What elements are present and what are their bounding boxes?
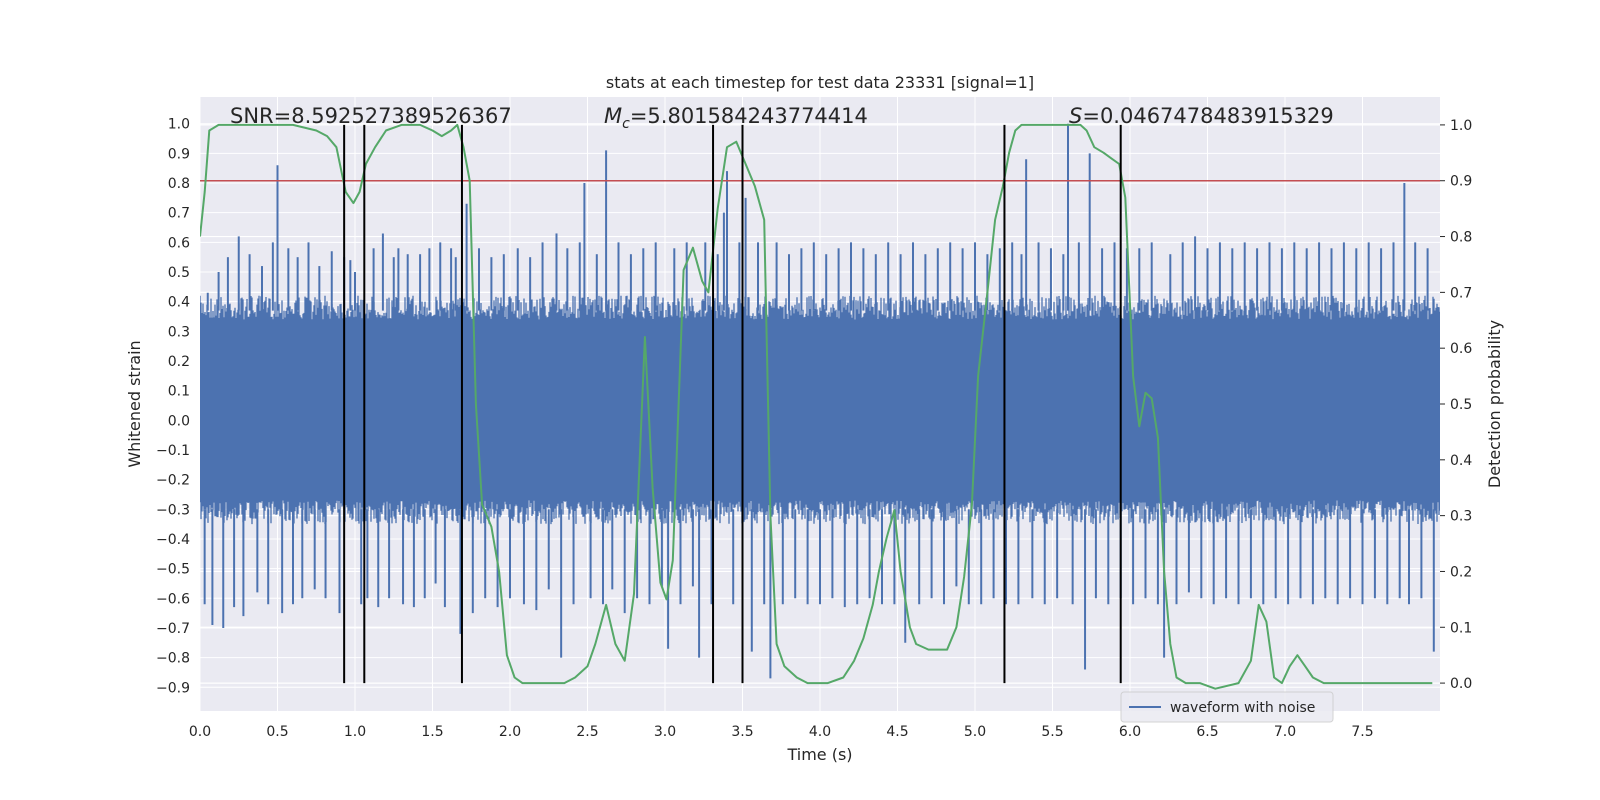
x-axis-ticks: 0.0 0.5 1.0 1.5 2.0 2.5 3.0 3.5 4.0 4.5 5.0 5.5 6.0 6… [189,724,1374,740]
left-y-axis-label: Whitened strain [125,340,144,467]
right-y-tick-label: 0.7 [1450,285,1472,301]
chirp-mass-symbol: M [604,104,622,128]
left-y-tick-label: −0.6 [156,591,190,607]
right-y-axis-ticks: 0.0 0.1 0.2 0.3 0.4 0.5 0.6 0.7 0.8 0.9 1.0 [1440,118,1472,692]
x-tick-label: 5.5 [1041,724,1063,740]
legend-box [1120,691,1334,723]
right-y-tick-label: 0.4 [1450,453,1472,469]
x-tick-label: 7.5 [1351,724,1373,740]
probability-line [200,123,1433,690]
x-tick-label: 4.0 [809,724,831,740]
x-tick-label: 4.5 [886,724,908,740]
detection-boundary-lines [343,124,1122,684]
legend: waveform with noise [1120,691,1334,723]
x-tick-label: 0.5 [266,724,288,740]
x-tick-label: 3.0 [654,724,676,740]
snr-annotation: SNR=8.592527389526367 [230,104,512,128]
chirp-mass-annotation: Mc=5.801584243774414 [604,104,868,132]
x-tick-label: 1.5 [421,724,443,740]
left-y-tick-label: 0.1 [168,384,190,400]
x-tick-label: 5.0 [964,724,986,740]
left-y-tick-label: −0.4 [156,532,190,548]
left-y-tick-label: −0.5 [156,562,190,578]
left-y-tick-label: −0.9 [156,680,190,696]
x-tick-label: 2.0 [499,724,521,740]
right-y-tick-label: 0.0 [1450,676,1472,692]
x-tick-label: 7.0 [1274,724,1296,740]
left-y-axis-ticks: −0.9 −0.8 −0.7 −0.6 −0.5 −0.4 −0.3 −0.2 −0.1 0.0 0… [156,117,190,697]
x-tick-label: 1.0 [344,724,366,740]
right-y-tick-label: 0.8 [1450,230,1472,246]
x-tick-label: 6.0 [1119,724,1141,740]
left-y-tick-label: −0.2 [156,473,190,489]
right-y-tick-label: 0.6 [1450,341,1472,357]
right-y-tick-label: 0.2 [1450,564,1472,580]
left-y-tick-label: −0.8 [156,651,190,667]
x-axis-label: Time (s) [786,745,852,764]
x-tick-label: 3.5 [731,724,753,740]
x-tick-label: 2.5 [576,724,598,740]
left-y-tick-label: 0.9 [168,146,190,162]
chirp-mass-value: =5.801584243774414 [630,104,868,128]
left-y-tick-label: 0.6 [168,235,190,251]
s-statistic-value: =0.0467478483915329 [1082,104,1333,128]
left-y-tick-label: 0.3 [168,324,190,340]
x-tick-label: 6.5 [1196,724,1218,740]
waveform-noise-band [200,295,1440,525]
x-tick-label: 0.0 [189,724,211,740]
right-y-tick-label: 0.9 [1450,174,1472,190]
left-y-tick-label: 0.0 [168,413,190,429]
left-y-tick-label: 0.8 [168,176,190,192]
right-y-axis-label: Detection probability [1485,320,1504,488]
right-y-tick-label: 0.5 [1450,397,1472,413]
left-y-tick-label: 0.2 [168,354,190,370]
s-statistic-symbol: S [1069,104,1082,128]
chart-title: stats at each timestep for test data 233… [606,73,1034,92]
right-y-tick-label: 0.3 [1450,509,1472,525]
right-y-tick-label: 0.1 [1450,620,1472,636]
chirp-mass-subscript: c [622,116,630,132]
right-y-tick-label: 1.0 [1450,118,1472,134]
detection-probability-series [200,123,1433,690]
left-y-tick-label: −0.1 [156,443,190,459]
waveform-with-noise-series [200,123,1440,679]
left-y-tick-label: −0.3 [156,502,190,518]
left-y-tick-label: 0.7 [168,206,190,222]
left-y-tick-label: 0.5 [168,265,190,281]
legend-waveform-label: waveform with noise [1170,700,1315,716]
left-y-tick-label: 1.0 [168,117,190,133]
s-statistic-annotation: S=0.0467478483915329 [1069,104,1334,128]
left-y-tick-label: −0.7 [156,621,190,637]
left-y-tick-label: 0.4 [168,295,190,311]
